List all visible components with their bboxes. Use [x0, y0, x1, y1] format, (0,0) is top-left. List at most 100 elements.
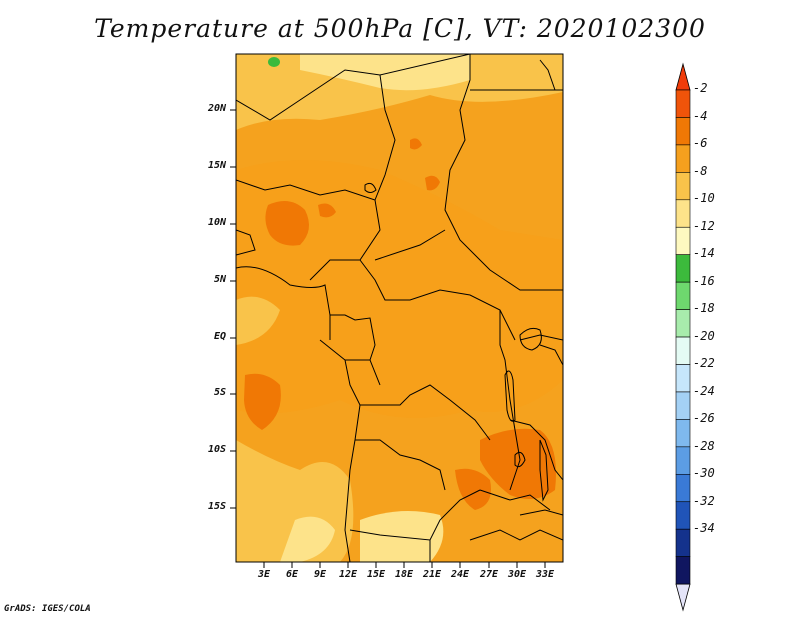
- lat-label: EQ: [213, 331, 226, 342]
- field-hot-niger: [318, 203, 336, 218]
- border-line: [355, 439, 446, 491]
- colorbar-label: -8: [693, 164, 708, 178]
- border-line: [330, 314, 376, 361]
- field-hot-nigeria: [265, 201, 309, 246]
- border-line: [539, 59, 556, 91]
- border-line: [236, 266, 331, 340]
- lon-label: 21E: [422, 569, 442, 580]
- lat-label: 20N: [207, 103, 226, 114]
- colorbar-segment: [675, 254, 691, 283]
- colorbar-segment: [675, 89, 691, 118]
- border-line: [444, 54, 563, 291]
- field-hot-atlantic: [244, 373, 281, 430]
- lake-outline: [364, 182, 377, 193]
- colorbar-label: -2: [693, 81, 708, 95]
- lat-label: 10N: [207, 217, 226, 228]
- lon-label: 6E: [285, 569, 299, 580]
- colorbar-bottom-arrow: [675, 583, 691, 612]
- border-line: [236, 229, 256, 256]
- colorbar-label: -28: [693, 439, 715, 453]
- colorbar-label: -14: [693, 246, 715, 260]
- colorbar-segment: [675, 199, 691, 228]
- colorbar-label: -32: [693, 494, 715, 508]
- colorbar-segment: [675, 117, 691, 146]
- colorbar-segment: [675, 501, 691, 530]
- field-pale-north: [300, 54, 470, 91]
- colorbar-segment: [675, 528, 691, 557]
- colorbar-segment: [675, 556, 691, 585]
- lon-label: 24E: [450, 569, 470, 580]
- colorbar-label: -26: [693, 411, 715, 425]
- lon-label: 12E: [338, 569, 358, 580]
- lon-label: 9E: [313, 569, 327, 580]
- country-borders: [236, 54, 563, 562]
- colorbar-segment: [675, 309, 691, 338]
- colorbar-segment: [675, 226, 691, 256]
- field-orange-central: [236, 160, 563, 418]
- field-sw-light: [236, 296, 280, 345]
- colorbar-label: -22: [693, 356, 715, 370]
- colorbar-label: -24: [693, 384, 715, 398]
- colorbar-segment: [675, 281, 691, 310]
- lake-outline: [519, 327, 542, 351]
- lat-label: 15N: [207, 160, 226, 171]
- field-hot-sahara: [410, 138, 422, 150]
- border-line: [499, 310, 521, 491]
- lon-label: 15E: [366, 569, 386, 580]
- lake-outline: [539, 439, 549, 502]
- field-hot-east: [480, 428, 556, 499]
- colorbar-top-arrow: [675, 62, 691, 91]
- lat-label: 10S: [207, 444, 226, 455]
- colorbar-label: -16: [693, 274, 715, 288]
- colorbar-label: -20: [693, 329, 715, 343]
- lat-label: 5S: [213, 387, 226, 398]
- axis-ticks: [230, 109, 546, 568]
- border-line: [374, 74, 396, 201]
- border-line: [509, 419, 563, 481]
- grads-credit: GrADS: IGES/COLA: [4, 604, 91, 614]
- temperature-field: [236, 54, 563, 562]
- map-frame: [235, 53, 564, 563]
- colorbar-segment: [675, 391, 691, 420]
- colorbar: [675, 62, 691, 612]
- chart-title: Temperature at 500hPa [C], VT: 202010230…: [94, 14, 706, 43]
- lon-label: 33E: [535, 569, 555, 580]
- border-line: [345, 359, 381, 386]
- lon-label: 27E: [479, 569, 499, 580]
- colorbar-segment: [675, 446, 691, 475]
- lake-outline: [504, 370, 516, 422]
- border-line: [479, 489, 551, 511]
- field-cool-patch: [268, 57, 280, 67]
- field-hot-east-2: [455, 468, 491, 510]
- colorbar-label: -30: [693, 466, 715, 480]
- colorbar-segment: [675, 473, 691, 503]
- border-line: [469, 529, 563, 541]
- lake-outline: [514, 451, 526, 468]
- border-line: [344, 404, 361, 562]
- lat-label: 5N: [213, 274, 226, 285]
- border-line: [539, 344, 563, 366]
- colorbar-label: -34: [693, 521, 715, 535]
- border-line: [374, 229, 446, 261]
- lon-label: 18E: [394, 569, 414, 580]
- colorbar-segment: [675, 336, 691, 365]
- colorbar-label: -10: [693, 191, 715, 205]
- colorbar-label: -12: [693, 219, 715, 233]
- border-line: [319, 339, 491, 441]
- lat-label: 15S: [207, 501, 226, 512]
- colorbar-label: -4: [693, 109, 708, 123]
- field-hot-chad: [425, 175, 440, 191]
- lon-label: 30E: [507, 569, 527, 580]
- colorbar-label: -6: [693, 136, 708, 150]
- colorbar-segment: [675, 172, 691, 201]
- colorbar-label: -18: [693, 301, 715, 315]
- border-line: [236, 179, 381, 281]
- border-line: [236, 54, 471, 121]
- border-line: [359, 259, 516, 341]
- border-line: [519, 334, 563, 341]
- colorbar-segment: [675, 419, 691, 448]
- colorbar-segment: [675, 144, 691, 173]
- border-line: [349, 489, 481, 541]
- field-south-pale-2: [280, 516, 335, 562]
